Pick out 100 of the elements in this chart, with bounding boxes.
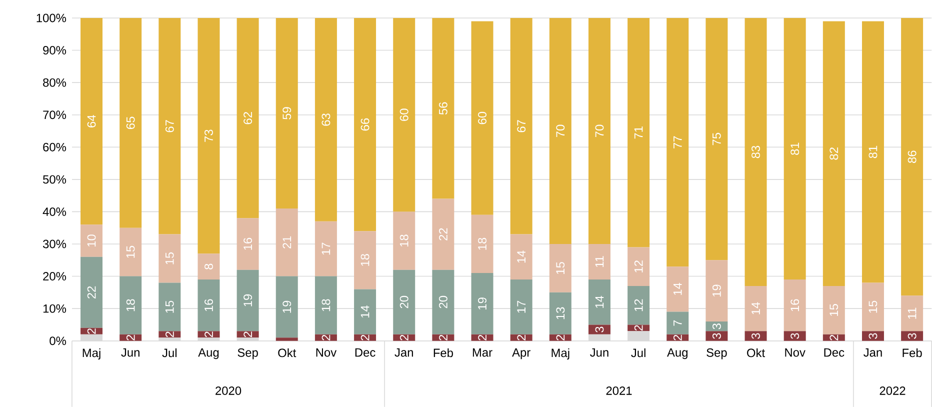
data-label: 2	[830, 334, 838, 340]
x-tick-label: Jun	[590, 348, 608, 357]
data-label: 14	[752, 302, 760, 314]
bar	[471, 21, 494, 215]
data-label: 2	[87, 328, 96, 334]
data-label: 2	[634, 325, 643, 331]
y-tick-label: 60%	[43, 142, 66, 152]
data-label: 18	[400, 234, 408, 246]
bar	[236, 218, 259, 270]
data-label: 3	[790, 333, 800, 339]
data-label: 70	[595, 124, 604, 137]
text: 2021	[606, 386, 632, 395]
y-tick-label: 100%	[36, 14, 66, 22]
data-label: 19	[712, 284, 721, 296]
x-tick-label: Jul	[162, 348, 176, 358]
data-label: 77	[674, 136, 682, 148]
data-label: 7	[674, 320, 682, 326]
data-label: 60	[478, 112, 486, 124]
bar	[666, 266, 689, 312]
bar	[588, 244, 610, 280]
data-label: 70	[556, 124, 565, 137]
bar	[628, 324, 650, 332]
bar	[354, 334, 376, 341]
data-label: 2	[517, 334, 526, 340]
bar	[80, 18, 103, 225]
x-tick-label: Aug	[198, 348, 219, 359]
data-label: 2	[673, 334, 682, 340]
bar	[276, 18, 298, 208]
data-label: 65	[126, 116, 135, 129]
data-label: 22	[439, 228, 448, 240]
data-label: 2	[165, 332, 174, 338]
bar	[314, 276, 337, 334]
bar	[510, 18, 532, 234]
data-label: 18	[360, 254, 370, 266]
data-label: 17	[322, 242, 330, 254]
data-label: 62	[244, 112, 252, 124]
data-label: 67	[165, 120, 174, 132]
x-tick-label: Jan	[394, 348, 413, 357]
x-tick-label: Maj	[82, 348, 100, 360]
bar	[706, 18, 728, 260]
data-label: 14	[595, 296, 604, 308]
bar	[120, 228, 142, 276]
bar	[120, 18, 142, 228]
bar	[432, 198, 454, 270]
data-label: 10	[87, 234, 96, 246]
data-label: 81	[790, 142, 800, 155]
data-label: 18	[478, 238, 486, 250]
bar	[393, 270, 416, 334]
data-label: 11	[908, 308, 916, 319]
data-label: 2	[556, 334, 565, 340]
data-label: 3	[712, 333, 721, 339]
data-label: 3	[868, 333, 878, 339]
data-label: 71	[634, 126, 643, 139]
data-label: 2	[478, 334, 486, 340]
data-label: 16	[244, 238, 252, 250]
data-label: 16	[204, 299, 213, 311]
data-label: 12	[634, 260, 643, 272]
x-tick-label: Feb	[902, 348, 922, 358]
data-label: 13	[556, 307, 565, 320]
data-label: 22	[87, 286, 96, 298]
data-label: 11	[595, 256, 604, 267]
bar	[354, 230, 376, 290]
y-tick-label: 0%	[50, 336, 66, 345]
data-label: 64	[87, 114, 96, 128]
bar	[666, 18, 689, 266]
bar	[628, 286, 650, 325]
bar	[80, 256, 103, 328]
y-tick-label: 30%	[42, 240, 66, 248]
x-tick-label: Feb	[434, 348, 453, 358]
x-tick-label: Jan	[864, 348, 882, 357]
y-tick-label: 90%	[43, 46, 66, 54]
bar	[432, 18, 454, 199]
data-label: 60	[400, 108, 408, 121]
y-tick-label: 50%	[43, 175, 66, 184]
bar	[706, 331, 728, 341]
data-label: 82	[830, 147, 838, 160]
bar	[744, 18, 767, 286]
data-label: 73	[204, 130, 213, 142]
data-label: 19	[478, 298, 486, 310]
bar	[510, 279, 532, 334]
data-label: 12	[634, 299, 643, 311]
data-label: 15	[126, 246, 135, 258]
x-tick-label: Mar	[472, 348, 492, 357]
bar	[393, 212, 416, 270]
data-label: 63	[322, 113, 330, 126]
data-label: 17	[517, 300, 526, 313]
bar	[158, 18, 181, 234]
bar	[276, 208, 298, 276]
y-tick-label: 80%	[43, 78, 66, 87]
data-label: 8	[204, 264, 213, 270]
data-label: 2	[126, 334, 135, 340]
x-tick-label: Okt	[278, 348, 296, 358]
bar	[236, 270, 259, 332]
bar	[276, 338, 298, 341]
data-label: 15	[166, 252, 174, 264]
data-label: 2	[439, 334, 448, 340]
bar	[549, 244, 572, 292]
data-label: 20	[438, 296, 448, 308]
bar	[432, 270, 454, 334]
bar	[198, 254, 220, 280]
